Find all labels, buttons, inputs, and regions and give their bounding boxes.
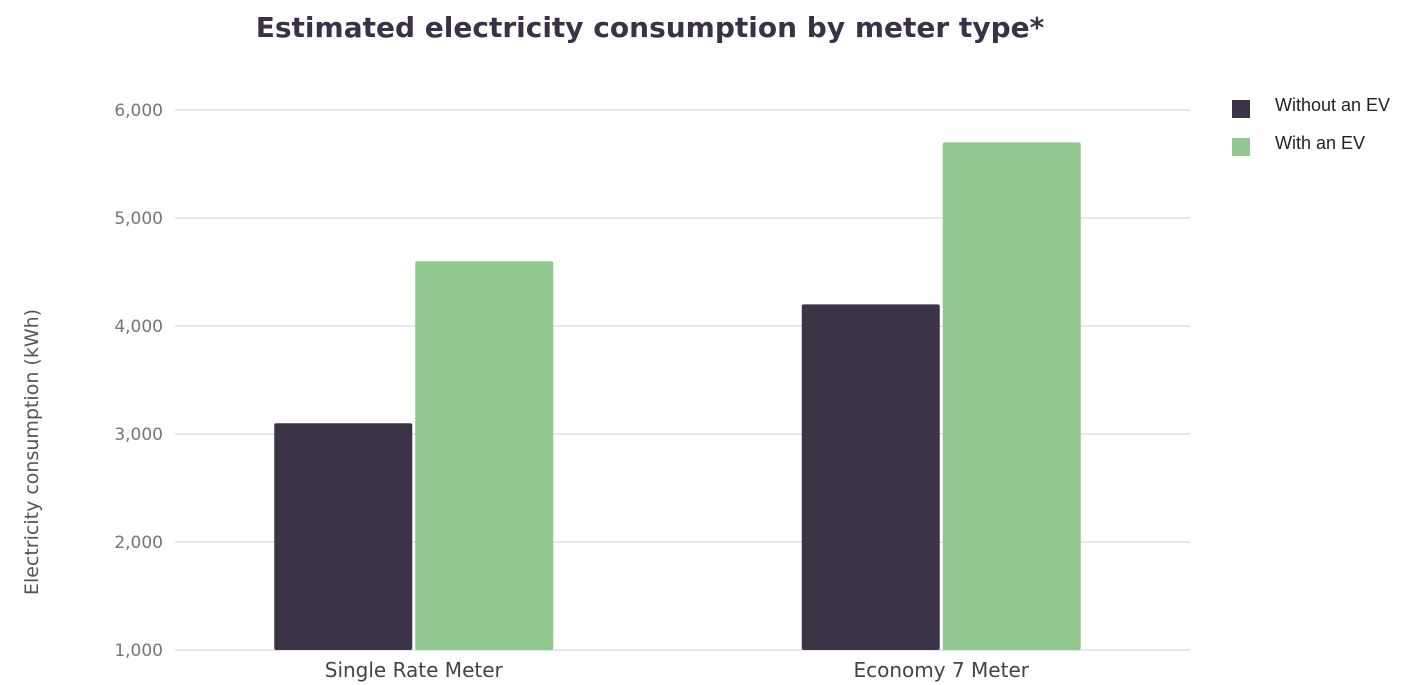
legend-swatch (1232, 100, 1250, 118)
x-category-label: Economy 7 Meter (854, 658, 1030, 682)
x-category-label: Single Rate Meter (325, 658, 504, 682)
y-tick-label: 4,000 (114, 317, 163, 337)
y-tick-label: 3,000 (114, 425, 163, 445)
legend: Without an EV With an EV (1232, 95, 1390, 156)
bar-without-an-ev-1 (801, 304, 940, 650)
legend-label: Without an EV (1275, 95, 1390, 115)
y-tick-label: 1,000 (114, 641, 163, 661)
bar-without-an-ev-0 (274, 423, 413, 650)
y-tick-label: 5,000 (114, 209, 163, 229)
bars (274, 142, 1081, 650)
chart-title: Estimated electricity consumption by met… (256, 11, 1045, 44)
y-tick-label: 2,000 (114, 533, 163, 553)
bar-with-an-ev-1 (942, 142, 1081, 650)
legend-label: With an EV (1275, 133, 1365, 153)
y-axis-ticks: 1,000 2,000 3,000 4,000 5,000 6,000 (114, 101, 163, 661)
y-tick-label: 6,000 (114, 101, 163, 121)
bar-with-an-ev-0 (415, 261, 554, 650)
y-axis-label: Electricity consumption (kWh) (21, 309, 43, 595)
x-axis-categories: Single Rate Meter Economy 7 Meter (325, 658, 1030, 682)
legend-swatch (1232, 138, 1250, 156)
